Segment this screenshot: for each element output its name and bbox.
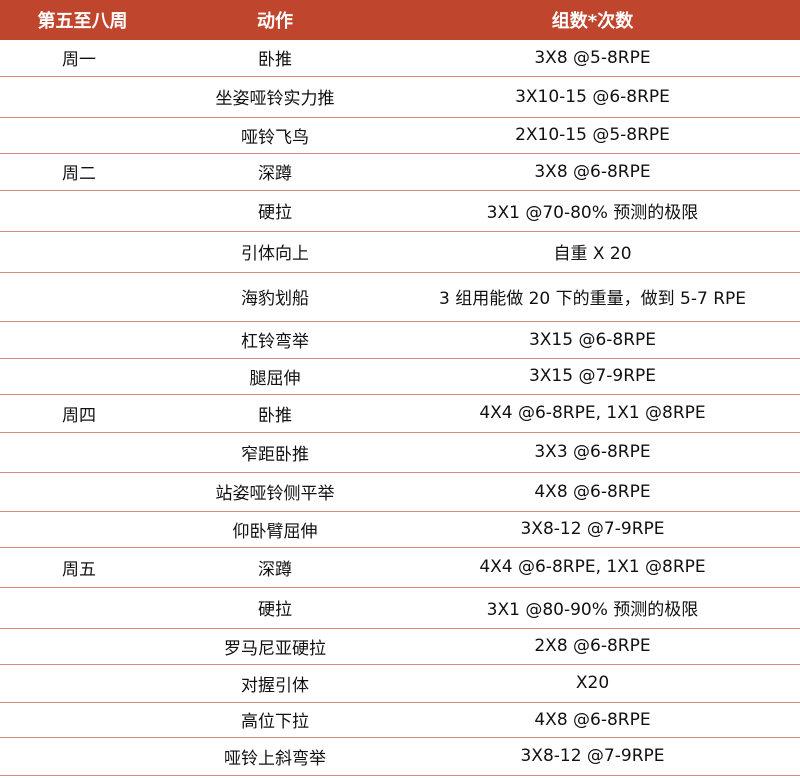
- header-move: 动作: [165, 0, 385, 40]
- cell-sets: X20: [385, 664, 800, 703]
- cell-move: 引体向上: [165, 231, 385, 273]
- table-row: 周一 卧推 3X8 @5-8RPE: [0, 40, 800, 77]
- cell-day: [0, 472, 165, 512]
- cell-day: [0, 190, 165, 232]
- cell-sets: 3X10-15 @6-8RPE: [385, 76, 800, 118]
- header-day: 第五至八周: [0, 0, 165, 40]
- cell-day: [0, 628, 165, 665]
- table-row: 硬拉 3X1 @70-80% 预测的极限: [0, 190, 800, 232]
- cell-sets: 2X10-15 @5-8RPE: [385, 117, 800, 154]
- cell-move: 卧推: [165, 394, 385, 433]
- cell-move: 深蹲: [165, 547, 385, 588]
- table-row: 海豹划船 3 组用能做 20 下的重量，做到 5-7 RPE: [0, 272, 800, 322]
- header-sets: 组数*次数: [385, 0, 800, 40]
- table-body: 周一 卧推 3X8 @5-8RPE 坐姿哑铃实力推 3X10-15 @6-8RPE 哑铃飞…: [0, 40, 800, 776]
- cell-day: [0, 76, 165, 118]
- table-row: 仰卧臂屈伸 3X8-12 @7-9RPE: [0, 511, 800, 548]
- table-row: 坐姿哑铃实力推 3X10-15 @6-8RPE: [0, 76, 800, 118]
- table-row: 哑铃上斜弯举 3X8-12 @7-9RPE: [0, 737, 800, 776]
- cell-move: 哑铃飞鸟: [165, 117, 385, 154]
- table-row: 周五 深蹲 4X4 @6-8RPE, 1X1 @8RPE: [0, 547, 800, 588]
- table-row: 哑铃飞鸟 2X10-15 @5-8RPE: [0, 117, 800, 154]
- cell-sets: 3X8 @5-8RPE: [385, 40, 800, 77]
- cell-move: 哑铃上斜弯举: [165, 737, 385, 776]
- table-row: 窄距卧推 3X3 @6-8RPE: [0, 432, 800, 473]
- cell-day: [0, 702, 165, 738]
- cell-move: 腿屈伸: [165, 358, 385, 395]
- cell-day: [0, 737, 165, 776]
- cell-day: [0, 664, 165, 703]
- table-row: 周四 卧推 4X4 @6-8RPE, 1X1 @8RPE: [0, 394, 800, 433]
- cell-day: 周四: [0, 394, 165, 433]
- table-row: 罗马尼亚硬拉 2X8 @6-8RPE: [0, 628, 800, 665]
- cell-move: 硬拉: [165, 587, 385, 629]
- cell-sets: 4X4 @6-8RPE, 1X1 @8RPE: [385, 547, 800, 588]
- cell-move: 站姿哑铃侧平举: [165, 472, 385, 512]
- cell-move: 对握引体: [165, 664, 385, 703]
- cell-sets: 4X8 @6-8RPE: [385, 702, 800, 738]
- cell-sets: 3 组用能做 20 下的重量，做到 5-7 RPE: [385, 272, 800, 322]
- table-row: 周二 深蹲 3X8 @6-8RPE: [0, 153, 800, 191]
- cell-sets: 3X8-12 @7-9RPE: [385, 737, 800, 776]
- cell-move: 窄距卧推: [165, 432, 385, 473]
- cell-day: [0, 587, 165, 629]
- cell-sets: 4X4 @6-8RPE, 1X1 @8RPE: [385, 394, 800, 433]
- table-header-row: 第五至八周 动作 组数*次数: [0, 0, 800, 40]
- cell-sets: 4X8 @6-8RPE: [385, 472, 800, 512]
- table-row: 硬拉 3X1 @80-90% 预测的极限: [0, 587, 800, 629]
- table-row: 引体向上 自重 X 20: [0, 231, 800, 273]
- cell-day: [0, 358, 165, 395]
- cell-day: [0, 272, 165, 322]
- cell-day: [0, 432, 165, 473]
- cell-day: [0, 321, 165, 359]
- table-row: 对握引体 X20: [0, 664, 800, 703]
- table-row: 腿屈伸 3X15 @7-9RPE: [0, 358, 800, 395]
- cell-move: 罗马尼亚硬拉: [165, 628, 385, 665]
- cell-sets: 自重 X 20: [385, 231, 800, 273]
- cell-day: 周五: [0, 547, 165, 588]
- cell-day: [0, 511, 165, 548]
- cell-move: 深蹲: [165, 153, 385, 191]
- cell-move: 硬拉: [165, 190, 385, 232]
- cell-move: 坐姿哑铃实力推: [165, 76, 385, 118]
- cell-sets: 3X3 @6-8RPE: [385, 432, 800, 473]
- cell-day: [0, 231, 165, 273]
- cell-move: 海豹划船: [165, 272, 385, 322]
- cell-sets: 3X1 @80-90% 预测的极限: [385, 587, 800, 629]
- cell-move: 卧推: [165, 40, 385, 77]
- cell-day: 周二: [0, 153, 165, 191]
- table-row: 杠铃弯举 3X15 @6-8RPE: [0, 321, 800, 359]
- cell-sets: 3X15 @6-8RPE: [385, 321, 800, 359]
- cell-sets: 3X1 @70-80% 预测的极限: [385, 190, 800, 232]
- cell-move: 高位下拉: [165, 702, 385, 738]
- cell-sets: 2X8 @6-8RPE: [385, 628, 800, 665]
- cell-sets: 3X8 @6-8RPE: [385, 153, 800, 191]
- cell-move: 杠铃弯举: [165, 321, 385, 359]
- cell-sets: 3X8-12 @7-9RPE: [385, 511, 800, 548]
- table-row: 站姿哑铃侧平举 4X8 @6-8RPE: [0, 472, 800, 512]
- cell-day: [0, 117, 165, 154]
- cell-sets: 3X15 @7-9RPE: [385, 358, 800, 395]
- cell-move: 仰卧臂屈伸: [165, 511, 385, 548]
- table-row: 高位下拉 4X8 @6-8RPE: [0, 702, 800, 738]
- cell-day: 周一: [0, 40, 165, 77]
